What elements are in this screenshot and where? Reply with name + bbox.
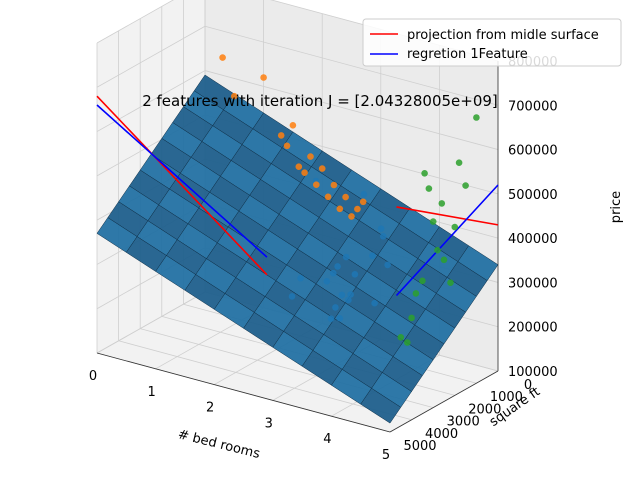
scatter-point-set-0	[297, 274, 304, 282]
scatter-point-set-1	[289, 122, 297, 129]
scatter-point-set-2	[462, 182, 469, 189]
y-tick-label: 5000	[403, 439, 436, 454]
scatter-point-set-0	[332, 304, 339, 311]
z-tick-label: 200000	[508, 321, 558, 336]
scatter-point-set-1	[354, 205, 361, 213]
grid-line-y-floor	[118, 340, 412, 421]
y-tick-label: 4000	[425, 427, 458, 442]
x-axis-line	[96, 352, 391, 433]
z-tick-label: 400000	[508, 232, 558, 247]
scatter-point-set-1	[348, 213, 355, 220]
scatter-point-set-1	[283, 142, 291, 150]
scatter-point-set-0	[384, 261, 391, 269]
z-tick-label: 500000	[508, 188, 558, 203]
scatter-point-set-0	[371, 299, 378, 307]
y-tick-label: 2000	[468, 402, 501, 417]
scatter-point-set-2	[438, 200, 446, 207]
scatter-point-set-1	[359, 198, 367, 206]
scatter-point-set-0	[288, 293, 296, 300]
z-tick-label: 700000	[508, 99, 558, 114]
grid-line-z-left	[96, 25, 206, 88]
scatter-point-set-1	[307, 153, 314, 160]
y-tick-label: 0	[524, 378, 532, 393]
legend-label-regression: regretion 1Feature	[407, 47, 528, 62]
scatter-point-set-0	[345, 296, 352, 304]
scatter-point-set-2	[421, 170, 428, 177]
scatter-point-set-0	[369, 252, 376, 259]
red-line-bedroom-wall	[96, 95, 268, 276]
scatter-point-set-2	[434, 246, 441, 254]
scatter-point-set-0	[342, 253, 350, 261]
grid-line-z-back	[204, 25, 499, 106]
scatter-point-set-0	[338, 291, 346, 299]
scatter-point-set-0	[336, 315, 344, 322]
scatter-point-set-0	[351, 271, 359, 278]
scatter-point-set-0	[360, 190, 368, 198]
y-tick-label: 3000	[447, 415, 480, 430]
scatter-point-set-0	[379, 233, 387, 240]
scatter-point-set-2	[419, 277, 426, 285]
scatter-point-set-1	[301, 169, 308, 176]
blue-line-sqft-wall	[395, 184, 499, 297]
scatter-point-set-1	[342, 193, 349, 201]
z-tick-label: 100000	[508, 365, 558, 380]
grid-line-z-left	[96, 0, 174, 44]
scatter-point-set-1	[313, 181, 320, 188]
y-axis-line	[389, 370, 499, 433]
scatter-point-set-2	[412, 290, 420, 297]
x-tick-label: 1	[147, 385, 155, 400]
legend-label-projection: projection from midle surface	[407, 28, 599, 43]
x-tick-label: 4	[323, 432, 331, 447]
scatter-point-set-2	[404, 339, 411, 346]
x-tick-label: 5	[382, 448, 390, 463]
blue-line-bedroom-wall	[96, 104, 268, 258]
surface-patch	[360, 387, 402, 424]
red-line-sqft-wall	[396, 206, 499, 226]
chart-title: 2 features with iteration J = [2.0432800…	[142, 92, 498, 110]
scatter-point-set-1	[231, 92, 238, 100]
x-tick-label: 0	[89, 369, 97, 384]
scatter-point-set-0	[323, 278, 331, 285]
scatter-point-set-2	[473, 114, 480, 121]
scatter-point-set-1	[336, 205, 344, 213]
y-tick-label: 1000	[490, 390, 523, 405]
z-tick-label: 600000	[508, 144, 558, 159]
x-tick-label: 3	[265, 416, 273, 431]
legend: projection from midle surface regretion …	[362, 18, 622, 67]
scatter-point-set-1	[260, 74, 267, 81]
scatter-points	[219, 54, 480, 346]
x-tick-label: 2	[206, 401, 214, 416]
axis-lines	[96, 61, 499, 433]
scatter-point-set-0	[330, 269, 337, 277]
x-axis-label: # bed rooms	[176, 427, 261, 462]
scatter-point-set-0	[334, 263, 341, 270]
legend-frame	[362, 18, 622, 67]
grid-line-z-back	[204, 70, 499, 150]
scatter-point-set-0	[347, 291, 354, 298]
scatter-point-set-2	[451, 223, 459, 231]
scatter-point-set-2	[397, 334, 405, 341]
tick-labels: 0123450100020003000400050001000002000003…	[89, 55, 558, 463]
scatter-point-set-2	[425, 185, 433, 192]
scatter-point-set-1	[330, 181, 338, 189]
series-lines	[96, 95, 499, 297]
scatter-point-set-2	[440, 256, 448, 264]
scatter-point-set-2	[455, 159, 463, 166]
z-axis-label: price	[609, 191, 624, 223]
scatter-point-set-0	[377, 225, 385, 232]
scatter-point-set-1	[277, 132, 285, 139]
scatter-point-set-1	[324, 193, 332, 201]
grid-line-z-left	[96, 291, 206, 354]
z-tick-label: 300000	[508, 276, 558, 291]
scatter-point-set-0	[327, 315, 335, 323]
scatter-point-set-1	[318, 165, 326, 172]
scatter-point-set-1	[295, 163, 303, 170]
scatter-point-set-2	[429, 218, 437, 225]
scatter-point-set-2	[447, 279, 454, 287]
scatter-point-set-1	[219, 54, 226, 61]
scatter-point-set-2	[408, 314, 415, 322]
